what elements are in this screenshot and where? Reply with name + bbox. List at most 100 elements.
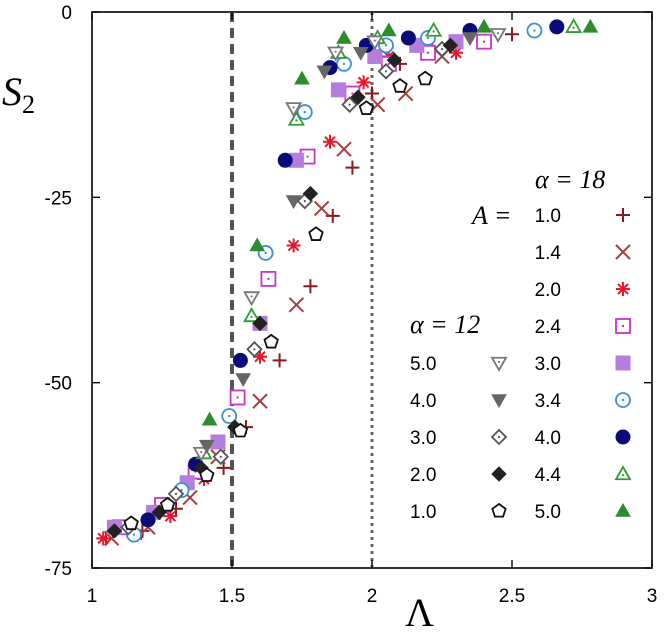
data-point (358, 100, 375, 115)
marker-diamond-filled (302, 185, 319, 202)
series-9 (192, 28, 507, 462)
marker-center-dot (351, 92, 354, 95)
data-point (345, 160, 360, 175)
y-tick-label: -50 (45, 374, 72, 395)
marker-circle-filled (140, 512, 156, 528)
marker-cross (252, 393, 268, 409)
marker-center-dot (236, 396, 239, 399)
marker-center-dot (373, 39, 376, 42)
legend-label: 4.4 (535, 465, 562, 486)
marker-center-dot (440, 47, 444, 51)
marker-center-dot (174, 492, 178, 495)
data-point (302, 185, 319, 202)
marker-star (163, 509, 178, 524)
marker-triangle-filled (582, 18, 599, 33)
marker-center-dot (228, 414, 231, 418)
series-8 (201, 18, 599, 426)
marker-triangle-down-open (366, 35, 384, 51)
marker-pentagon-open (159, 496, 176, 512)
data-point (163, 509, 178, 524)
y-tick-label: -25 (45, 188, 72, 209)
data-point (476, 33, 492, 50)
legend-marker (614, 465, 632, 481)
marker-triangle-filled (615, 502, 631, 517)
data-point (392, 78, 408, 93)
marker-center-dot (426, 36, 430, 40)
marker-center-dot (253, 348, 256, 351)
marker-triangle-down-open (285, 102, 303, 118)
data-point (252, 393, 268, 409)
data-point (246, 341, 263, 358)
marker-center-dot (219, 455, 222, 458)
data-point (330, 82, 346, 98)
marker-center-dot (303, 199, 306, 203)
marker-center-dot (621, 398, 625, 402)
marker-triangle-filled (201, 411, 218, 426)
marker-triangle-down-filled (491, 394, 507, 409)
data-point (378, 37, 394, 54)
marker-center-dot (432, 30, 435, 33)
legend-marker (615, 244, 631, 260)
marker-center-dot (348, 103, 351, 106)
data-point (272, 353, 287, 368)
marker-triangle-filled (249, 237, 266, 252)
marker-pentagon-open (123, 515, 139, 531)
legend-label: 3.4 (535, 391, 562, 412)
data-point (285, 102, 303, 118)
legend: α = 18 A = 1.0 1.4 2.0 2.4 3.0 3.4 4.0 4.4 5.0 α = … (410, 165, 632, 523)
marker-center-dot (384, 44, 388, 47)
marker-diamond-filled (252, 315, 268, 332)
legend-label: 5.0 (410, 354, 436, 375)
marker-triangle-open (425, 21, 443, 37)
marker-center-dot (533, 29, 536, 32)
marker-center-dot (497, 360, 501, 364)
marker-center-dot (387, 62, 390, 66)
legend-marker (615, 392, 631, 408)
data-point (526, 22, 543, 39)
marker-diamond-filled (386, 52, 403, 68)
legend-label: 4.0 (535, 428, 561, 449)
marker-center-dot (267, 277, 270, 281)
marker-center-dot (621, 473, 625, 477)
marker-plus (303, 279, 318, 294)
marker-triangle-down-filled (352, 47, 369, 61)
marker-cross (288, 297, 305, 313)
marker-triangle-down-filled (462, 32, 478, 46)
data-point (159, 496, 176, 512)
marker-triangle-down-open (490, 356, 508, 372)
legend-param-label: A = (470, 201, 511, 230)
marker-star (96, 531, 111, 546)
marker-center-dot (496, 32, 500, 35)
marker-plus (272, 353, 287, 368)
marker-diamond-filled (491, 466, 507, 482)
data-point (356, 75, 371, 90)
data-point (212, 448, 230, 466)
data-point (316, 65, 333, 80)
data-point (198, 439, 215, 454)
marker-triangle-filled (336, 29, 352, 44)
legend-marker (615, 502, 631, 517)
legend-label: 4.0 (410, 391, 436, 412)
marker-star (286, 238, 301, 253)
legend-label: 2.0 (410, 465, 436, 486)
data-point (377, 63, 395, 80)
marker-pentagon-open (358, 100, 375, 115)
legend-marker (615, 429, 631, 445)
data-point (336, 29, 352, 44)
marker-star (323, 134, 337, 149)
data-point (294, 70, 310, 85)
data-point (366, 35, 384, 51)
data-point (308, 226, 324, 241)
marker-center-dot (497, 435, 501, 439)
marker-cross (615, 244, 631, 260)
marker-triangle-down-open (192, 446, 210, 462)
marker-star (356, 75, 371, 90)
data-point (380, 22, 397, 37)
marker-center-dot (250, 315, 253, 319)
marker-center-dot (342, 62, 346, 66)
data-point (96, 531, 111, 546)
y-axis-title: S2 (2, 69, 35, 119)
marker-triangle-filled (294, 70, 310, 85)
marker-center-dot (303, 110, 306, 114)
marker-triangle-down-open (489, 28, 507, 44)
